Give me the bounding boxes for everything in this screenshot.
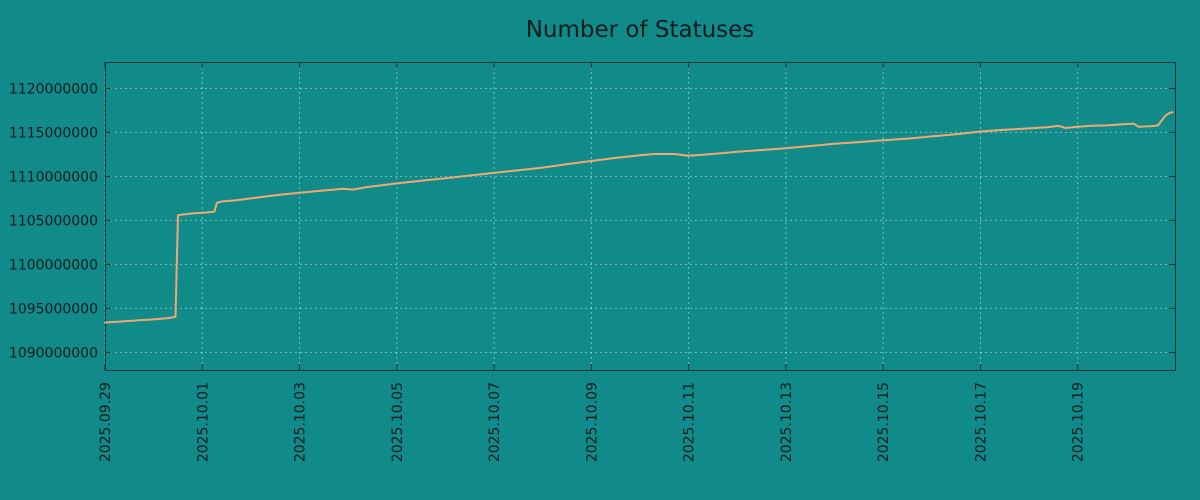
x-tick-label: 2025.10.15 — [876, 382, 892, 462]
x-tick-label: 2025.10.01 — [195, 382, 211, 462]
x-tick-label: 2025.10.13 — [779, 382, 795, 462]
y-tick-label: 1115000000 — [9, 125, 98, 141]
x-tick-label: 2025.10.17 — [973, 382, 989, 462]
y-tick-label: 1120000000 — [9, 81, 98, 97]
y-tick-label: 1100000000 — [9, 257, 98, 273]
plot-border — [105, 62, 1176, 371]
x-tick-label: 2025.10.09 — [584, 382, 600, 462]
y-tick-label: 1095000000 — [9, 301, 98, 317]
chart-title: Number of Statuses — [525, 17, 755, 43]
x-tick-label: 2025.10.03 — [293, 382, 309, 462]
x-tick-label: 2025.09.29 — [98, 382, 114, 462]
y-tick-label: 1110000000 — [9, 169, 98, 185]
statuses-line — [104, 111, 1174, 324]
x-tick-label: 2025.10.11 — [682, 382, 698, 462]
y-tick-label: 1105000000 — [9, 213, 98, 229]
x-tick-label: 2025.10.07 — [487, 382, 503, 462]
x-tick-label: 2025.10.19 — [1071, 382, 1087, 462]
x-tick-label: 2025.10.05 — [390, 382, 406, 462]
y-tick-label: 1090000000 — [9, 345, 98, 361]
